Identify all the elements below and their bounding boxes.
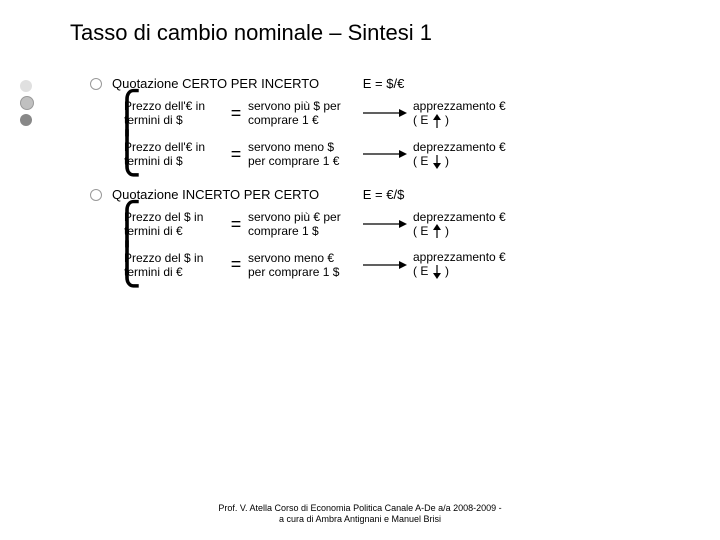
heading-text: Quotazione INCERTO PER CERTO: [112, 187, 319, 202]
text: Prezzo dell'€ in: [124, 140, 224, 154]
right-col: deprezzamento € ( E ): [413, 210, 543, 239]
arrow-up-icon: [432, 114, 442, 128]
text: comprare 1 €: [248, 113, 363, 127]
left-col: Prezzo dell'€ in termini di $: [124, 99, 224, 127]
left-col: Prezzo del $ in termini di €: [124, 251, 224, 279]
arrow-down-icon: [432, 155, 442, 169]
text: per comprare 1 $: [248, 265, 363, 279]
mid-col: servono meno € per comprare 1 $: [248, 251, 363, 279]
text: comprare 1 $: [248, 224, 363, 238]
bullet-icon: [90, 78, 102, 90]
section-1-cases: ⎧ Prezzo dell'€ in termini di $ = servon…: [90, 99, 690, 169]
arrow-right-icon: [363, 147, 407, 161]
equals: =: [224, 103, 248, 124]
mid-col: servono più $ per comprare 1 €: [248, 99, 363, 127]
section-2-cases: ⎧ Prezzo del $ in termini di € = servono…: [90, 210, 690, 280]
text: servono più € per: [248, 210, 363, 224]
text: ( E ): [413, 113, 543, 128]
section-1-heading: Quotazione CERTO PER INCERTO E = $/€: [90, 76, 690, 91]
text: servono più $ per: [248, 99, 363, 113]
arrow-right-icon: [363, 106, 407, 120]
text: apprezzamento €: [413, 99, 543, 113]
section-2-heading: Quotazione INCERTO PER CERTO E = €/$: [90, 187, 690, 202]
text: deprezzamento €: [413, 140, 543, 154]
equals: =: [224, 144, 248, 165]
case-row: ⎧ Prezzo del $ in termini di € = servono…: [112, 210, 690, 239]
text: ( E ): [413, 224, 543, 239]
arrow-down-icon: [432, 265, 442, 279]
slide-content: Tasso di cambio nominale – Sintesi 1 Quo…: [0, 0, 720, 307]
right-col: apprezzamento € ( E ): [413, 250, 543, 279]
text: termini di $: [124, 113, 224, 127]
left-col: Prezzo dell'€ in termini di $: [124, 140, 224, 168]
rate-text: E = €/$: [363, 187, 405, 202]
text: ( E ): [413, 154, 543, 169]
mid-col: servono più € per comprare 1 $: [248, 210, 363, 238]
text: apprezzamento €: [413, 250, 543, 264]
text: servono meno $: [248, 140, 363, 154]
rate-text: E = $/€: [363, 76, 405, 91]
text: termini di €: [124, 265, 224, 279]
decor-dots: [20, 80, 34, 130]
right-col: deprezzamento € ( E ): [413, 140, 543, 169]
text: deprezzamento €: [413, 210, 543, 224]
case-row: ⎩ Prezzo dell'€ in termini di $ = servon…: [112, 140, 690, 169]
mid-col: servono meno $ per comprare 1 €: [248, 140, 363, 168]
equals: =: [224, 254, 248, 275]
arrow-up-icon: [432, 224, 442, 238]
case-row: ⎩ Prezzo del $ in termini di € = servono…: [112, 250, 690, 279]
text: Prezzo del $ in: [124, 210, 224, 224]
right-col: apprezzamento € ( E ): [413, 99, 543, 128]
page-title: Tasso di cambio nominale – Sintesi 1: [70, 20, 690, 46]
text: per comprare 1 €: [248, 154, 363, 168]
case-row: ⎧ Prezzo dell'€ in termini di $ = servon…: [112, 99, 690, 128]
arrow-right-icon: [363, 258, 407, 272]
arrow-right-icon: [363, 217, 407, 231]
text: termini di €: [124, 224, 224, 238]
text: ( E ): [413, 264, 543, 279]
left-col: Prezzo del $ in termini di €: [124, 210, 224, 238]
heading-text: Quotazione CERTO PER INCERTO: [112, 76, 319, 91]
footer-line-2: a cura di Ambra Antignani e Manuel Brisi: [0, 514, 720, 526]
text: servono meno €: [248, 251, 363, 265]
bullet-icon: [90, 189, 102, 201]
text: Prezzo dell'€ in: [124, 99, 224, 113]
text: termini di $: [124, 154, 224, 168]
text: Prezzo del $ in: [124, 251, 224, 265]
footer-line-1: Prof. V. Atella Corso di Economia Politi…: [0, 503, 720, 515]
footer: Prof. V. Atella Corso di Economia Politi…: [0, 503, 720, 526]
equals: =: [224, 214, 248, 235]
